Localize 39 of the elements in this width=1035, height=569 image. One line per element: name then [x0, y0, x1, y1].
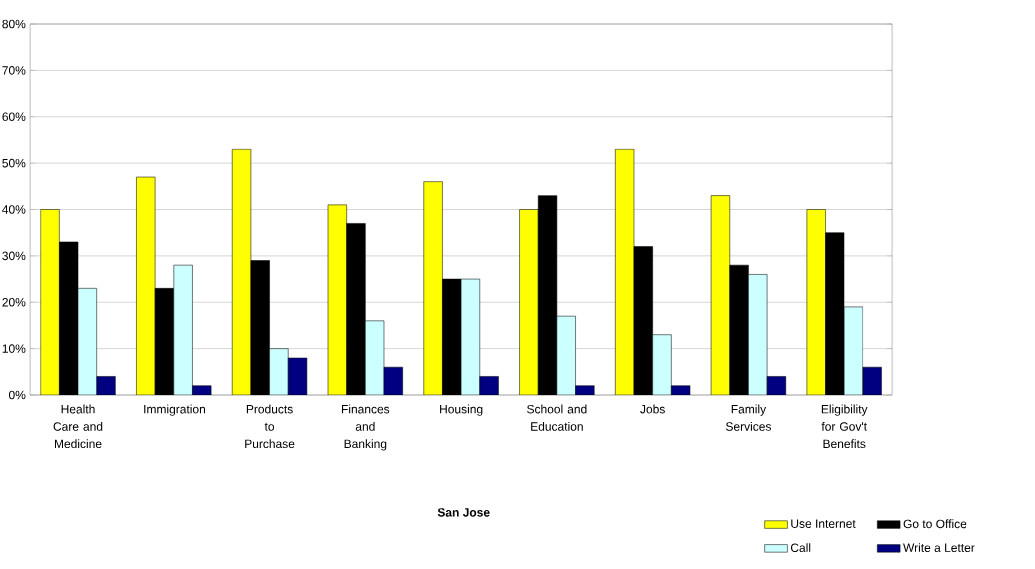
y-tick-label: 30% — [2, 251, 26, 261]
y-tick-label: 0% — [8, 390, 26, 400]
bar — [519, 209, 539, 395]
bar — [423, 181, 443, 395]
bar — [710, 195, 731, 395]
bar — [460, 278, 481, 395]
bar — [328, 204, 347, 395]
y-tick-label: 40% — [2, 205, 26, 214]
x-tick-label: Eligibility for Gov't Benefits — [821, 404, 868, 449]
x-tick-label: Products to Purchase — [245, 404, 295, 449]
bar — [231, 148, 252, 395]
legend-label: Write a Letter — [903, 543, 975, 552]
y-tick-label: 50% — [2, 158, 26, 168]
y-tick-label: 80% — [2, 19, 26, 29]
bar — [748, 274, 768, 395]
bar — [77, 288, 97, 395]
x-tick-label: Finances and Banking — [341, 404, 390, 451]
bar — [652, 334, 672, 395]
x-tick-label: Family Services — [725, 404, 771, 431]
x-tick-label: School and Education — [527, 404, 587, 431]
bar — [615, 148, 635, 395]
y-tick-label: 70% — [2, 66, 26, 75]
bar — [269, 348, 289, 395]
y-tick-label: 20% — [2, 298, 26, 307]
bar — [173, 264, 193, 395]
legend-label: Use Internet — [791, 519, 856, 528]
legend-label: Call — [790, 543, 811, 552]
x-tick-label: Immigration — [144, 404, 206, 416]
bar — [806, 209, 826, 395]
bar — [365, 320, 384, 395]
text: San Jose — [437, 508, 490, 517]
y-tick-label: 60% — [2, 112, 26, 122]
x-tick-label: Housing — [440, 404, 483, 416]
x-tick-label: Jobs — [640, 404, 665, 414]
bar — [136, 176, 156, 395]
x-tick-label: Health Care and Medicine — [53, 404, 103, 449]
bar — [40, 209, 60, 395]
y-tick-label: 10% — [2, 344, 26, 353]
legend-label: Go to Office — [903, 519, 967, 529]
